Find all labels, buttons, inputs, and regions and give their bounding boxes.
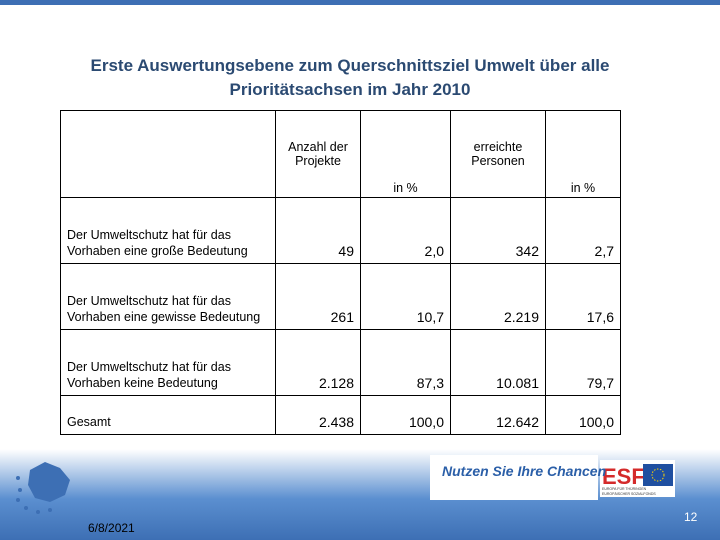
table-row: Der Umweltschutz hat für das Vorhaben ei… [60, 262, 621, 330]
eu-stars [651, 468, 665, 482]
row-label: Gesamt [60, 394, 276, 436]
table-row: Der Umweltschutz hat für das Vorhaben ke… [60, 328, 621, 396]
header-cell: in % [545, 110, 621, 198]
cell: 2,0 [360, 196, 451, 264]
cell: 12.642 [450, 394, 546, 436]
header-cell: Anzahl der Projekte [275, 110, 361, 198]
esf-logo: ESF [602, 464, 645, 489]
title: Erste Auswertungsebene zum Querschnittsz… [90, 56, 610, 99]
cell: 87,3 [360, 328, 451, 396]
header-cell: erreichte Personen [450, 110, 546, 198]
cell: 2,7 [545, 196, 621, 264]
map-logo [28, 462, 70, 502]
row-label: Der Umweltschutz hat für das Vorhaben ke… [60, 328, 276, 396]
table: Anzahl der Projekte in % erreichte Perso… [60, 110, 621, 436]
cell: 10,7 [360, 262, 451, 330]
slogan: Nutzen Sie Ihre Chancen [442, 463, 607, 479]
cell: 49 [275, 196, 361, 264]
table-row: Gesamt 2.438 100,0 12.642 100,0 [60, 394, 621, 436]
page-number: 12 [684, 510, 698, 524]
cell: 342 [450, 196, 546, 264]
cell: 2.219 [450, 262, 546, 330]
header-cell: in % [360, 110, 451, 198]
stars [16, 476, 52, 514]
cell: 100,0 [545, 394, 621, 436]
cell: 100,0 [360, 394, 451, 436]
logos: ESF EUROPA FÜR THÜRINGEN EUROPÄISCHER SO… [16, 460, 675, 514]
date: 6/8/2021 [88, 521, 135, 535]
top-bar [0, 0, 720, 5]
cell: 17,6 [545, 262, 621, 330]
table-row: Der Umweltschutz hat für das Vorhaben ei… [60, 196, 621, 264]
logo-sub: EUROPÄISCHER SOZIALFONDS [602, 492, 656, 496]
cell: 261 [275, 262, 361, 330]
banner [430, 455, 598, 500]
eu-flag [643, 464, 673, 486]
row-label: Der Umweltschutz hat für das Vorhaben ei… [60, 262, 276, 330]
cell: 2.128 [275, 328, 361, 396]
cell: 10.081 [450, 328, 546, 396]
row-label: Der Umweltschutz hat für das Vorhaben ei… [60, 196, 276, 264]
cell: 79,7 [545, 328, 621, 396]
cell: 2.438 [275, 394, 361, 436]
logo-sub: EUROPA FÜR THÜRINGEN [602, 487, 647, 491]
header-cell [60, 110, 276, 198]
